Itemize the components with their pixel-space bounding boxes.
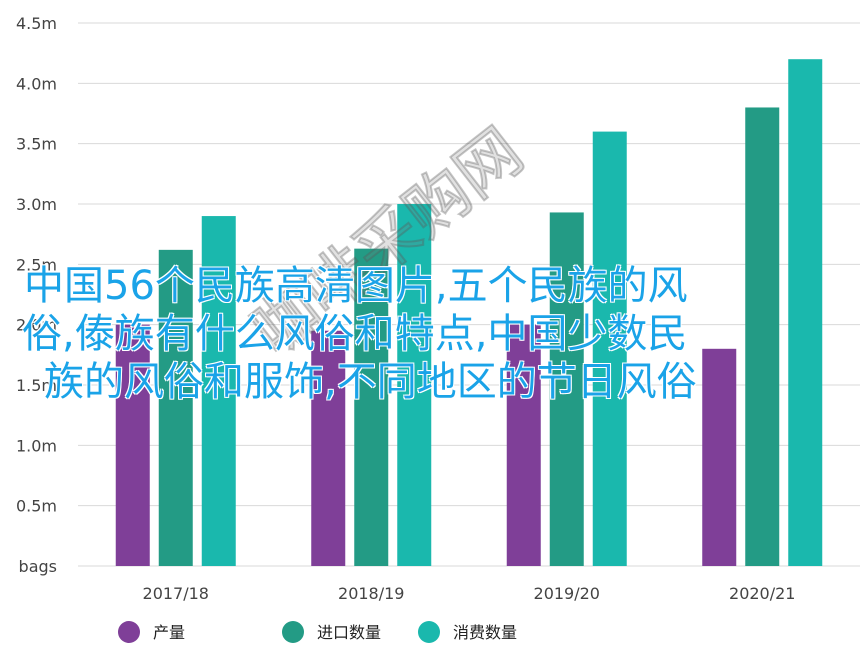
bar — [397, 204, 432, 566]
y-tick-label: 2.5m — [16, 255, 57, 274]
bar — [592, 131, 627, 566]
grid-lines — [78, 22, 860, 567]
legend-label: 消费数量 — [453, 623, 517, 642]
y-tick-label: 3.5m — [16, 135, 57, 154]
x-tick-label: 2019/20 — [534, 584, 600, 603]
y-axis: bags 0.5m 1.0m 1.5m 2.0m 2.5m 3.0m 3.5m 4.0m 4.5m — [16, 14, 57, 576]
y-tick-label: 3.0m — [16, 195, 57, 214]
legend-swatch — [282, 621, 304, 643]
bar — [115, 324, 150, 566]
y-tick-label: 0.5m — [16, 497, 57, 516]
bar — [354, 248, 389, 566]
bar — [788, 59, 823, 566]
y-tick-label: 4.0m — [16, 74, 57, 93]
y-tick-label: 1.0m — [16, 436, 57, 455]
bar — [702, 348, 737, 566]
bar — [158, 249, 193, 566]
bar — [201, 216, 236, 567]
bar — [311, 330, 346, 566]
x-tick-label: 2020/21 — [729, 584, 795, 603]
legend-label: 产量 — [153, 623, 185, 642]
legend: 产量 进口数量 消费数量 — [118, 621, 517, 643]
y-tick-label: 2.0m — [16, 316, 57, 335]
y-tick-label: bags — [19, 557, 57, 576]
bar — [549, 212, 584, 567]
x-tick-label: 2017/18 — [143, 584, 209, 603]
bars — [115, 59, 823, 567]
legend-swatch — [118, 621, 140, 643]
y-tick-label: 1.5m — [16, 376, 57, 395]
legend-label: 进口数量 — [317, 623, 381, 642]
bar — [745, 107, 780, 566]
legend-swatch — [418, 621, 440, 643]
x-axis: 2017/18 2018/19 2019/20 2020/21 — [143, 584, 796, 603]
bar — [506, 324, 541, 566]
x-tick-label: 2018/19 — [338, 584, 404, 603]
y-tick-label: 4.5m — [16, 14, 57, 33]
